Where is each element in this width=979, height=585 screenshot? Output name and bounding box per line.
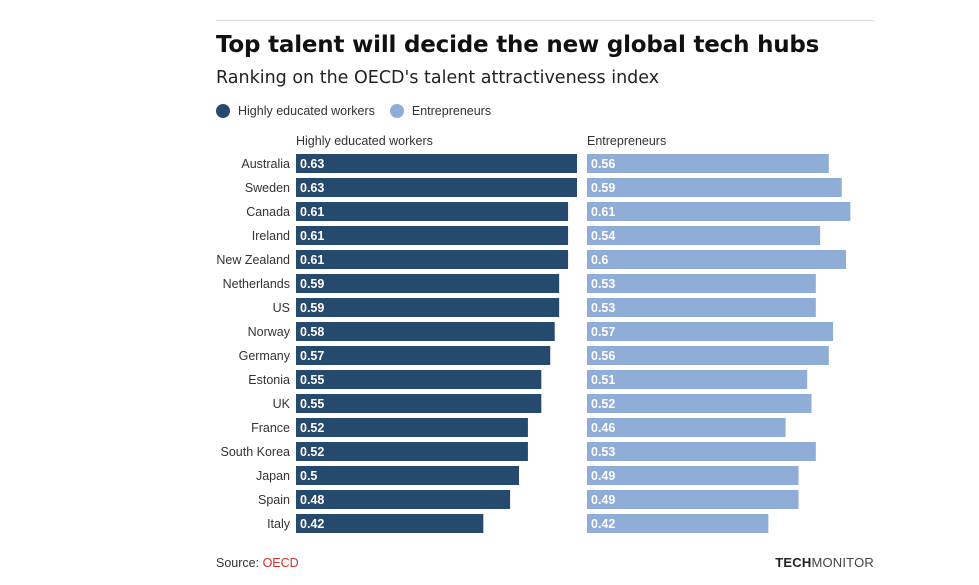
bar-highly-educated-workers-estonia[interactable] — [296, 370, 542, 389]
legend-label-entrepreneurs: Entrepreneurs — [411, 104, 492, 118]
bar-entrepreneurs-netherlands[interactable] — [587, 274, 816, 293]
data-label: 0.48 — [300, 493, 324, 507]
data-label: 0.53 — [591, 277, 615, 291]
bar-highly-educated-workers-italy[interactable] — [296, 514, 484, 533]
data-label: 0.59 — [300, 277, 324, 291]
data-label: 0.57 — [591, 325, 615, 339]
category-label: UK — [273, 397, 291, 411]
top-divider — [216, 20, 874, 21]
bar-highly-educated-workers-sweden[interactable] — [296, 178, 577, 197]
data-label: 0.52 — [300, 445, 324, 459]
brand-logo: TECHMONITOR — [775, 555, 874, 570]
bar-highly-educated-workers-germany[interactable] — [296, 346, 551, 365]
bar-entrepreneurs-us[interactable] — [587, 298, 816, 317]
bar-entrepreneurs-canada[interactable] — [587, 202, 851, 221]
data-label: 0.61 — [300, 229, 324, 243]
data-label: 0.6 — [591, 253, 608, 267]
bar-highly-educated-workers-france[interactable] — [296, 418, 528, 437]
legend-item-entrepreneurs[interactable]: Entrepreneurs — [389, 104, 492, 118]
bar-highly-educated-workers-us[interactable] — [296, 298, 560, 317]
legend-swatch-entrepreneurs — [389, 104, 404, 118]
source-note: Source: OECD — [216, 556, 299, 570]
category-label: France — [251, 421, 290, 435]
chart-title: Top talent will decide the new global te… — [216, 32, 820, 58]
bar-highly-educated-workers-netherlands[interactable] — [296, 274, 560, 293]
bar-highly-educated-workers-australia[interactable] — [296, 154, 577, 173]
bar-entrepreneurs-norway[interactable] — [587, 322, 834, 341]
category-label: Australia — [241, 157, 290, 171]
source-link[interactable]: OECD — [262, 556, 299, 570]
bar-entrepreneurs-italy[interactable] — [587, 514, 769, 533]
category-label: Sweden — [245, 181, 290, 195]
data-label: 0.59 — [300, 301, 324, 315]
bar-entrepreneurs-sweden[interactable] — [587, 178, 842, 197]
data-label: 0.61 — [591, 205, 615, 219]
data-label: 0.61 — [300, 205, 324, 219]
category-label: Canada — [246, 205, 290, 219]
category-label: Italy — [267, 517, 291, 531]
bar-entrepreneurs-australia[interactable] — [587, 154, 829, 173]
legend-item-workers[interactable]: Highly educated workers — [216, 104, 375, 118]
category-label: Netherlands — [223, 277, 290, 291]
legend-label-workers: Highly educated workers — [238, 104, 375, 118]
data-label: 0.46 — [591, 421, 615, 435]
bar-entrepreneurs-ireland[interactable] — [587, 226, 821, 245]
data-label: 0.56 — [591, 157, 615, 171]
bar-highly-educated-workers-south-korea[interactable] — [296, 442, 528, 461]
brand-tech: TECH — [775, 555, 812, 570]
panel-header-entrepreneurs: Entrepreneurs — [587, 134, 666, 148]
data-label: 0.59 — [591, 181, 615, 195]
data-label: 0.51 — [591, 373, 615, 387]
bar-highly-educated-workers-japan[interactable] — [296, 466, 520, 485]
bar-highly-educated-workers-new-zealand[interactable] — [296, 250, 569, 269]
bar-highly-educated-workers-ireland[interactable] — [296, 226, 569, 245]
data-label: 0.49 — [591, 469, 615, 483]
category-label: Norway — [248, 325, 291, 339]
data-label: 0.53 — [591, 301, 615, 315]
bar-entrepreneurs-spain[interactable] — [587, 490, 799, 509]
data-label: 0.55 — [300, 397, 324, 411]
bar-entrepreneurs-japan[interactable] — [587, 466, 799, 485]
data-label: 0.61 — [300, 253, 324, 267]
category-label: US — [273, 301, 290, 315]
bar-entrepreneurs-estonia[interactable] — [587, 370, 808, 389]
data-label: 0.58 — [300, 325, 324, 339]
category-label: Spain — [258, 493, 290, 507]
data-label: 0.42 — [591, 517, 615, 531]
category-label: Japan — [256, 469, 290, 483]
bar-highly-educated-workers-canada[interactable] — [296, 202, 569, 221]
category-label: Estonia — [248, 373, 290, 387]
legend-swatch-workers — [216, 104, 230, 118]
category-label: South Korea — [221, 445, 291, 459]
brand-monitor: MONITOR — [811, 555, 874, 570]
data-label: 0.52 — [300, 421, 324, 435]
chart-subtitle: Ranking on the OECD's talent attractiven… — [216, 68, 660, 88]
data-label: 0.63 — [300, 181, 324, 195]
data-label: 0.53 — [591, 445, 615, 459]
bar-highly-educated-workers-spain[interactable] — [296, 490, 511, 509]
bar-entrepreneurs-new-zealand[interactable] — [587, 250, 847, 269]
data-label: 0.42 — [300, 517, 324, 531]
legend: Highly educated workers Entrepreneurs — [216, 102, 506, 120]
bar-entrepreneurs-germany[interactable] — [587, 346, 829, 365]
data-label: 0.52 — [591, 397, 615, 411]
data-label: 0.49 — [591, 493, 615, 507]
bar-entrepreneurs-france[interactable] — [587, 418, 786, 437]
bar-entrepreneurs-south-korea[interactable] — [587, 442, 816, 461]
data-label: 0.56 — [591, 349, 615, 363]
bar-entrepreneurs-uk[interactable] — [587, 394, 812, 413]
data-label: 0.55 — [300, 373, 324, 387]
category-label: Germany — [239, 349, 291, 363]
category-label: Ireland — [252, 229, 290, 243]
panel-header-highly-educated-workers: Highly educated workers — [296, 134, 433, 148]
data-label: 0.57 — [300, 349, 324, 363]
bar-highly-educated-workers-norway[interactable] — [296, 322, 555, 341]
category-label: New Zealand — [216, 253, 290, 267]
data-label: 0.63 — [300, 157, 324, 171]
source-label: Source: — [216, 556, 260, 570]
data-label: 0.54 — [591, 229, 615, 243]
bar-highly-educated-workers-uk[interactable] — [296, 394, 542, 413]
data-label: 0.5 — [300, 469, 317, 483]
